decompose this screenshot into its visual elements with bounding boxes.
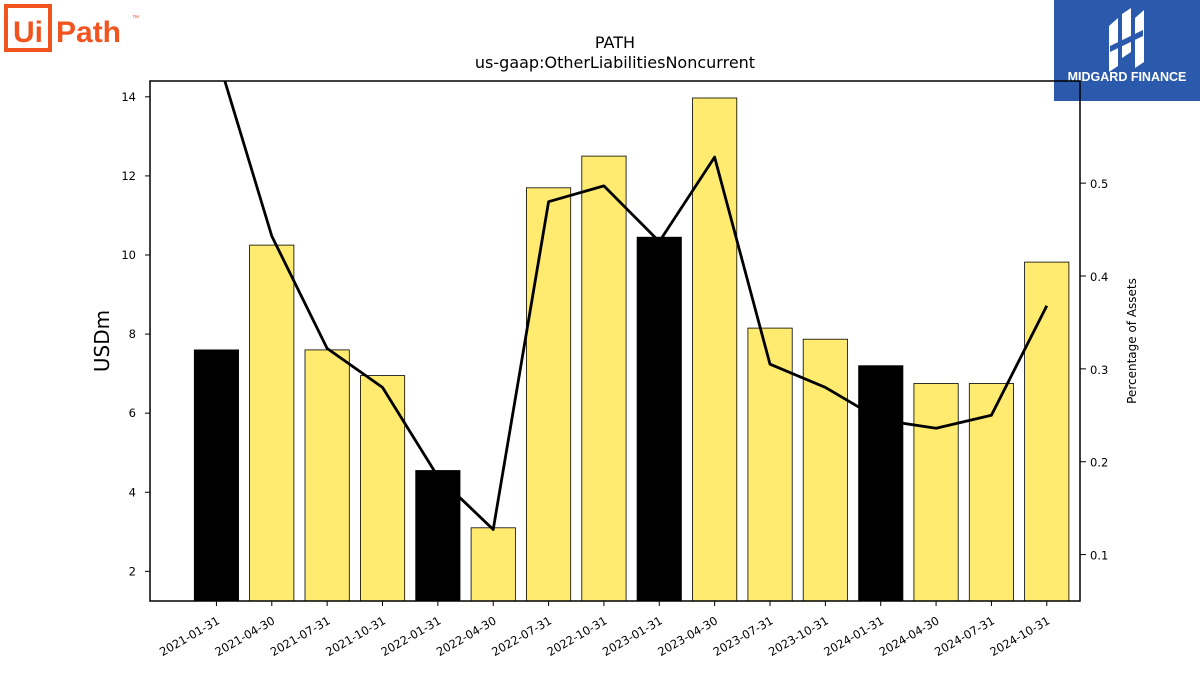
x-tick-label: 2023-01-31 bbox=[600, 613, 665, 659]
bar-series bbox=[193, 97, 1070, 602]
x-tick-label: 2022-10-31 bbox=[545, 613, 610, 659]
midgard-finance-emblem-icon: MIDGARD FINANCE bbox=[1068, 8, 1187, 84]
y-tick-label: 6 bbox=[129, 406, 136, 420]
uipath-logo-ui: Ui bbox=[13, 16, 43, 49]
bar-2022-04-30 bbox=[470, 527, 516, 602]
y-right-tick-label: 0.3 bbox=[1090, 363, 1108, 377]
bar-2024-04-30 bbox=[913, 383, 959, 602]
bar-2023-04-30 bbox=[692, 97, 738, 602]
midgard-finance-wordmark: MIDGARD FINANCE bbox=[1068, 70, 1187, 84]
bar-2023-07-31 bbox=[747, 327, 793, 602]
uipath-logo-path: Path bbox=[56, 16, 121, 49]
plot-frame bbox=[149, 80, 1081, 602]
x-tick-label: 2023-10-31 bbox=[766, 613, 831, 659]
bar-2022-07-31 bbox=[526, 187, 572, 602]
bar-2024-01-31 bbox=[858, 365, 904, 602]
y-tick-label: 8 bbox=[129, 327, 136, 341]
x-tick-label: 2021-10-31 bbox=[323, 613, 388, 659]
uipath-logo-tm: ™ bbox=[132, 15, 139, 22]
x-tick-label: 2024-01-31 bbox=[821, 613, 886, 659]
x-tick-label: 2024-10-31 bbox=[987, 613, 1052, 659]
line-series-layer bbox=[223, 81, 1049, 531]
x-tick-label: 2022-01-31 bbox=[378, 613, 443, 659]
x-tick-label: 2022-07-31 bbox=[489, 613, 554, 659]
uipath-logo: Ui Path ™ bbox=[4, 4, 139, 52]
y-right-tick-label: 0.2 bbox=[1090, 456, 1108, 470]
y-tick-label: 14 bbox=[121, 90, 136, 104]
y-axis-right-label: Percentage of Assets bbox=[1125, 278, 1139, 404]
percentage-of-assets-line bbox=[223, 81, 1049, 531]
bar-2023-10-31 bbox=[802, 338, 848, 602]
bar-2021-01-31 bbox=[193, 349, 240, 602]
bar-2022-10-31 bbox=[581, 155, 627, 602]
bar-2023-01-31 bbox=[636, 236, 682, 602]
x-tick-label: 2021-04-30 bbox=[212, 613, 277, 659]
x-tick-label: 2023-07-31 bbox=[711, 613, 776, 659]
x-tick-label: 2023-04-30 bbox=[655, 613, 720, 659]
chart-title: PATH bbox=[595, 33, 635, 52]
x-tick-label: 2021-07-31 bbox=[268, 613, 333, 659]
y-tick-label: 10 bbox=[121, 248, 136, 262]
midgard-finance-logo: MIDGARD FINANCE bbox=[1054, 0, 1200, 101]
x-tick-label: 2022-04-30 bbox=[434, 613, 499, 659]
y-right-tick-label: 0.1 bbox=[1090, 549, 1108, 563]
bar-2021-04-30 bbox=[249, 244, 295, 602]
y-tick-label: 12 bbox=[121, 169, 136, 183]
bar-2021-10-31 bbox=[359, 375, 406, 602]
bar-2021-07-31 bbox=[304, 349, 350, 602]
y-tick-label: 2 bbox=[129, 564, 136, 578]
x-tick-label: 2021-01-31 bbox=[157, 613, 222, 659]
y-axis-label: USDm bbox=[90, 310, 114, 372]
y-tick-label: 4 bbox=[129, 485, 136, 499]
chart-subtitle: us-gaap:OtherLiabilitiesNoncurrent bbox=[475, 53, 755, 72]
y-right-tick-label: 0.5 bbox=[1090, 177, 1108, 191]
bar-2024-10-31 bbox=[1024, 261, 1070, 602]
x-tick-label: 2024-04-30 bbox=[877, 613, 942, 659]
y-right-tick-label: 0.4 bbox=[1090, 270, 1108, 284]
x-tick-label: 2024-07-31 bbox=[932, 613, 997, 659]
